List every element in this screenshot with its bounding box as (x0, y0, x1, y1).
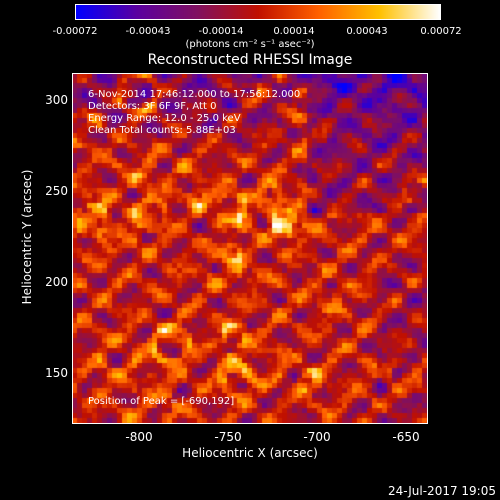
total-counts-label: Clean Total counts: 5.88E+03 (88, 125, 236, 136)
colorbar-tick: 0.00043 (346, 26, 388, 37)
x-tick-label: -800 (125, 430, 153, 444)
image-title: Reconstructed RHESSI Image (147, 52, 353, 68)
y-axis-label: Heliocentric Y (arcsec) (20, 169, 34, 305)
y-tick-label: 300 (45, 93, 68, 107)
y-tick-label: 150 (45, 366, 68, 380)
x-tick-label: -700 (303, 430, 331, 444)
peak-position-label: Position of Peak = [-690,192] (88, 396, 235, 407)
colorbar-tick: -0.00014 (198, 26, 244, 37)
colorbar-tick: -0.00043 (125, 26, 171, 37)
colorbar-units: (photons cm⁻² s⁻¹ asec⁻²) (185, 39, 315, 50)
energy-range-label: Energy Range: 12.0 - 25.0 keV (88, 113, 241, 124)
plot-frame (72, 73, 428, 424)
y-tick-label: 200 (45, 275, 68, 289)
detectors-label: Detectors: 3F 6F 9F, Att 0 (88, 101, 217, 112)
colorbar (75, 4, 441, 20)
image-plot: 6-Nov-2014 17:46:12.000 to 17:56:12.000 … (72, 73, 428, 424)
colorbar-tick: -0.00072 (52, 26, 98, 37)
colorbar-tick: 0.00072 (420, 26, 462, 37)
x-tick-label: -750 (214, 430, 242, 444)
colorbar-tick: 0.00014 (273, 26, 315, 37)
x-axis-label: Heliocentric X (arcsec) (182, 446, 318, 460)
y-tick-label: 250 (45, 184, 68, 198)
rhessi-image (72, 73, 428, 424)
x-tick-label: -650 (392, 430, 420, 444)
generation-timestamp: 24-Jul-2017 19:05 (387, 484, 496, 498)
time-range-label: 6-Nov-2014 17:46:12.000 to 17:56:12.000 (88, 89, 301, 100)
